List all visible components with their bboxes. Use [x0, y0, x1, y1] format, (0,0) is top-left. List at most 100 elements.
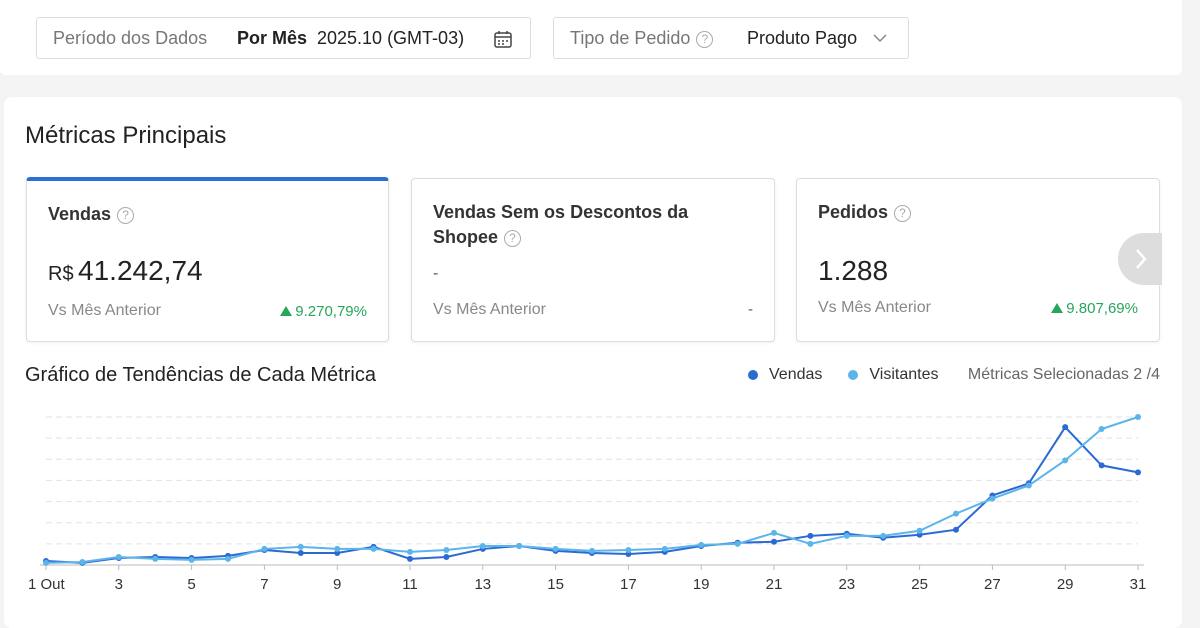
chevron-right [1136, 249, 1147, 269]
x-tick-label: 27 [984, 576, 1001, 593]
metric-title: Pedidos [818, 202, 889, 222]
period-mode: Por Mês [237, 28, 308, 48]
chart-title: Gráfico de Tendências de Cada Métrica [25, 364, 376, 386]
metric-title-wrap: Vendas Sem os Descontos da Shopee? [433, 200, 713, 250]
legend-dot [748, 370, 758, 380]
help-icon[interactable]: ? [117, 207, 135, 224]
help-icon[interactable]: ? [504, 230, 522, 247]
section-title: Métricas Principais [25, 122, 227, 149]
metric-title: Vendas [48, 204, 112, 224]
data-point [589, 547, 595, 554]
selected-metrics[interactable]: Métricas Selecionadas 2 /4 [967, 366, 1160, 383]
x-tick-label: 1 Out [28, 576, 66, 593]
data-point [1098, 462, 1105, 469]
data-point [953, 526, 959, 533]
metric-change: 9.270,79% [295, 303, 367, 320]
legend-item[interactable]: Visitantes [848, 366, 938, 384]
metric-card[interactable]: Pedidos? 1.288 Vs Mês Anterior 9.807,69% [796, 178, 1160, 342]
data-point [880, 532, 887, 539]
data-point [953, 510, 959, 517]
metric-title-wrap: Vendas? [48, 202, 135, 227]
data-point [661, 545, 668, 552]
data-point [516, 542, 523, 549]
data-point [297, 549, 304, 556]
legend-dot [848, 370, 859, 380]
data-point [188, 556, 195, 563]
legend: Vendas Visitantes [748, 366, 964, 384]
data-point [1025, 482, 1032, 489]
legend-label: Visitantes [869, 366, 939, 383]
metric-change: 9.807,69% [1066, 300, 1138, 317]
series-line [45, 425, 1139, 564]
metric-value: 41.242,74 [78, 255, 203, 286]
metric-card[interactable]: Vendas Sem os Descontos da Shopee? - Vs … [411, 178, 775, 342]
order-type-filter[interactable]: Tipo de Pedido? Produto Pago [553, 17, 909, 59]
x-tick-label: 31 [1130, 576, 1147, 593]
data-point [989, 495, 996, 502]
data-point [152, 555, 159, 562]
metric-value: - [433, 265, 439, 282]
data-point [115, 553, 122, 560]
x-tick-label: 23 [838, 576, 855, 593]
help-icon[interactable]: ? [894, 205, 912, 222]
data-point [261, 545, 268, 552]
chart: 1 Out 3 5 7 9 11 13 15 17 19 21 23 25 27 29 31 [28, 414, 1147, 593]
x-tick-label: 29 [1057, 576, 1074, 593]
data-point [79, 559, 86, 566]
data-point [771, 529, 777, 536]
legend-label: Vendas [769, 366, 823, 383]
metric-title: Vendas Sem os Descontos da Shopee [433, 202, 689, 247]
data-point [443, 553, 450, 560]
next-button[interactable] [1118, 233, 1162, 285]
period-value: 2025.10 (GMT-03) [317, 28, 465, 48]
metric-card[interactable]: Vendas? R$ 41.242,74 Vs Mês Anterior 9.2… [26, 177, 389, 342]
data-point [1135, 414, 1141, 420]
period-filter[interactable]: Período dos Dados Por Mês 2025.10 (GMT-0… [36, 17, 531, 59]
x-tick-label: 3 [115, 576, 123, 593]
x-tick-label: 15 [547, 576, 564, 593]
data-point [698, 541, 705, 548]
help-icon[interactable]: ? [696, 31, 714, 48]
order-type-value: Produto Pago [747, 28, 858, 48]
data-point [479, 542, 486, 549]
series-line [45, 416, 1139, 564]
data-point [552, 545, 559, 552]
period-label: Período dos Dados [53, 28, 208, 48]
data-point [334, 545, 341, 552]
filter-bar: Período dos Dados Por Mês 2025.10 (GMT-0… [0, 0, 1182, 75]
metric-title-wrap: Pedidos? [818, 200, 912, 225]
metric-change: - [748, 301, 753, 318]
order-type-label-text: Tipo de Pedido [570, 28, 691, 48]
x-tick-label: 9 [333, 576, 341, 593]
data-point [771, 538, 777, 545]
data-point [734, 540, 741, 547]
metric-value: 1.288 [818, 255, 889, 286]
metric-compare: Vs Mês Anterior [48, 302, 161, 319]
up-arrow [280, 306, 293, 316]
chevron-down [873, 34, 887, 43]
data-point [297, 543, 304, 550]
legend-item[interactable]: Vendas [748, 366, 822, 384]
x-tick-label: 11 [402, 576, 418, 593]
x-tick-label: 21 [766, 576, 783, 593]
x-tick-label: 7 [260, 576, 268, 593]
data-point [1062, 424, 1069, 431]
order-type-label: Tipo de Pedido? [570, 28, 714, 49]
data-point [443, 546, 450, 553]
data-point [916, 527, 923, 534]
x-tick-label: 17 [620, 576, 637, 593]
data-point [843, 532, 850, 539]
data-point [1062, 457, 1069, 464]
x-tick-label: 19 [693, 576, 710, 593]
data-point [407, 555, 413, 562]
up-arrow [1051, 303, 1064, 313]
data-point [225, 555, 231, 562]
calendar-icon [494, 31, 512, 48]
data-point [807, 540, 814, 547]
data-point [1135, 469, 1141, 476]
x-tick-label: 13 [474, 576, 491, 593]
data-point [807, 532, 814, 539]
metric-compare: Vs Mês Anterior [433, 301, 546, 318]
metric-value-wrap: R$ 41.242,74 [48, 255, 203, 287]
